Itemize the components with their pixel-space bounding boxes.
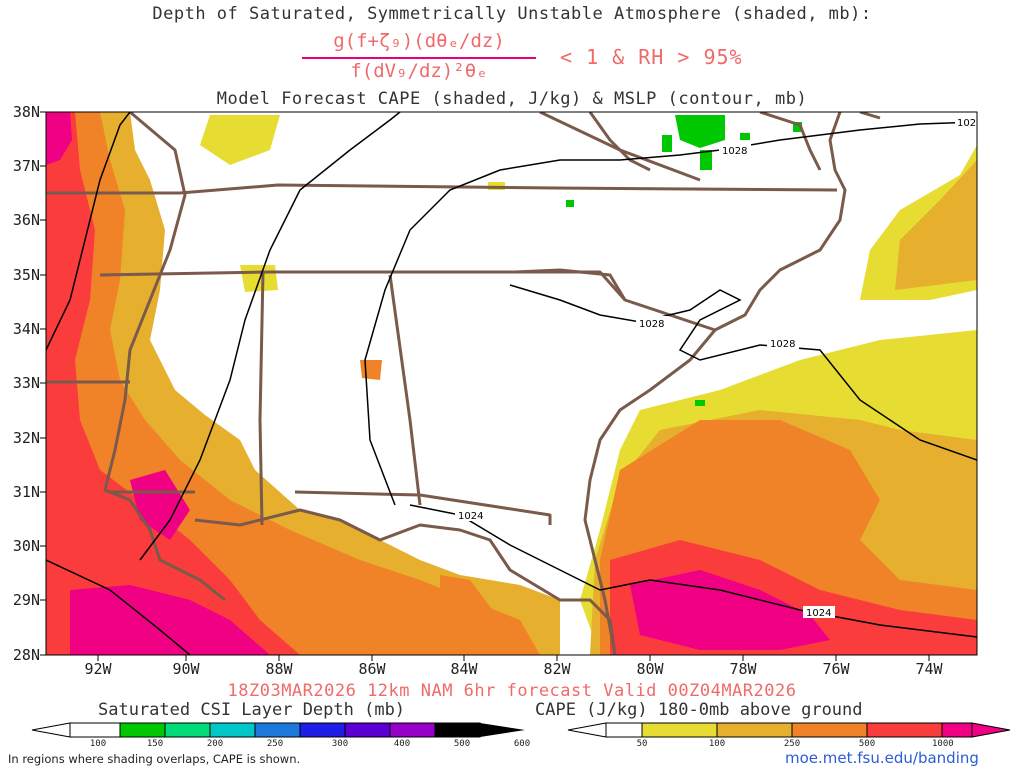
lon-label-86w: 86W xyxy=(358,660,386,678)
lon-label-78w: 78W xyxy=(729,660,757,678)
lon-label-76w: 76W xyxy=(822,660,850,678)
csi-colorbar-title: Saturated CSI Layer Depth (mb) xyxy=(98,700,406,720)
isobar-label-5: 1024 xyxy=(806,608,831,619)
lon-label-74w: 74W xyxy=(915,660,943,678)
cape-tick-1000: 1000 xyxy=(932,739,954,749)
isobar-1028-mid xyxy=(364,154,681,506)
cape-shade-gulf-orange xyxy=(440,575,520,655)
lat-label-38n: 38N xyxy=(12,103,40,121)
isobar-label-4: 1024 xyxy=(458,511,483,522)
isobar-west xyxy=(46,112,131,351)
gulf-coast xyxy=(194,508,617,655)
lon-label-82w: 82W xyxy=(543,660,571,678)
source-url[interactable]: moe.met.fsu.edu/banding xyxy=(785,749,979,767)
csi-tick-250: 250 xyxy=(266,739,284,749)
csi-tick-400: 400 xyxy=(393,739,411,749)
cape-colorbar-title: CAPE (J/kg) 180-0mb above ground xyxy=(535,700,863,720)
isobar-1028-west xyxy=(139,112,401,561)
border-nc-sc xyxy=(514,268,716,332)
csi-colorbar xyxy=(31,722,525,738)
border-fl-panhandle xyxy=(294,490,552,525)
isobar-labels: 1028 1028 1028 1024 1024 102 xyxy=(455,116,977,619)
valid-time-line: 18Z03MAR2026 12km NAM 6hr forecast Valid… xyxy=(227,681,797,701)
cape-tick-250: 250 xyxy=(783,739,801,749)
csi-tick-150: 150 xyxy=(146,739,164,749)
formula-denominator: f(dV₉/dz)²θₑ xyxy=(350,60,488,82)
csi-shade-green-6 xyxy=(695,400,705,406)
csi-shade-green-7 xyxy=(566,200,574,207)
csi-shade-green-1 xyxy=(675,115,725,148)
isobars xyxy=(46,112,977,655)
lat-label-34n: 34N xyxy=(12,320,40,338)
lat-label-29n: 29N xyxy=(12,591,40,609)
delmarva xyxy=(859,112,881,120)
lon-label-88w: 88W xyxy=(265,660,293,678)
lat-label-31n: 31N xyxy=(12,483,40,501)
csi-tick-600: 600 xyxy=(513,739,531,749)
isobar-label-2: 1028 xyxy=(639,319,664,330)
cape-shade-east-magenta xyxy=(630,570,830,650)
cape-shade-al-orange xyxy=(360,360,382,380)
lon-label-90w: 90W xyxy=(172,660,200,678)
lat-label-35n: 35N xyxy=(12,266,40,284)
cape-shade-west-magenta xyxy=(70,585,270,655)
cape-colorbar xyxy=(567,722,1011,738)
formula-fraction-bar xyxy=(302,57,536,59)
lon-label-92w: 92W xyxy=(84,660,112,678)
border-ms-al xyxy=(258,271,265,526)
cape-shade-east-orange-1 xyxy=(895,160,977,290)
va-coast xyxy=(588,112,651,172)
lat-label-37n: 37N xyxy=(12,157,40,175)
isobar-1028-east xyxy=(509,284,977,461)
coastlines xyxy=(103,112,881,655)
isobar-1024-east xyxy=(409,504,977,638)
title-line-1: Depth of Saturated, Symmetrically Unstab… xyxy=(152,4,872,24)
cape-tick-50: 50 xyxy=(636,739,648,749)
title-line-3: Model Forecast CAPE (shaded, J/kg) & MSL… xyxy=(216,89,808,109)
csi-tick-500: 500 xyxy=(453,739,471,749)
csi-shade-green-5 xyxy=(740,133,750,140)
lat-label-36n: 36N xyxy=(12,211,40,229)
lon-label-80w: 80W xyxy=(636,660,664,678)
csi-tick-100: 100 xyxy=(89,739,107,749)
atlantic-coast xyxy=(583,112,847,655)
lat-label-30n: 30N xyxy=(12,537,40,555)
footnote: In regions where shading overlaps, CAPE … xyxy=(8,752,301,766)
border-35n xyxy=(99,270,627,301)
cape-tick-500: 500 xyxy=(858,739,876,749)
csi-tick-300: 300 xyxy=(331,739,349,749)
lon-label-84w: 84W xyxy=(450,660,478,678)
border-al-ga xyxy=(388,274,422,506)
isobar-1028-north xyxy=(679,121,977,156)
lat-label-33n: 33N xyxy=(12,374,40,392)
isobar-1024-west xyxy=(46,559,191,655)
formula-numerator: g(f+ζ₉)(dθₑ/dz) xyxy=(333,30,505,52)
isobar-label-3: 1028 xyxy=(770,339,795,350)
csi-shade-green-2 xyxy=(700,150,712,170)
cape-tick-100: 100 xyxy=(708,739,726,749)
axis-ticks xyxy=(40,111,930,661)
lat-label-32n: 32N xyxy=(12,429,40,447)
csi-tick-200: 200 xyxy=(206,739,224,749)
state-borders xyxy=(46,112,838,526)
cape-shade-west-red xyxy=(46,112,300,655)
border-36-5n xyxy=(46,183,838,195)
cape-shade-nw-magenta xyxy=(46,112,72,165)
cape-shade-north-yellow xyxy=(200,115,280,165)
isobar-label-6: 102 xyxy=(957,118,976,129)
cape-shade-tn-yellow xyxy=(240,265,278,292)
isobar-label-1: 1028 xyxy=(722,146,747,157)
mississippi-river xyxy=(103,112,226,602)
map-shading xyxy=(46,112,977,655)
csi-shade-green-3 xyxy=(662,135,672,152)
lat-label-28n: 28N xyxy=(12,646,40,664)
formula-condition: < 1 & RH > 95% xyxy=(560,45,743,69)
